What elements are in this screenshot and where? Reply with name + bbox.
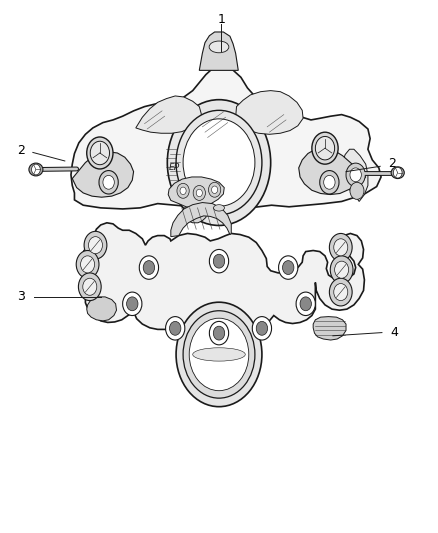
Circle shape <box>315 136 335 160</box>
Circle shape <box>209 249 229 273</box>
Circle shape <box>335 261 349 278</box>
Polygon shape <box>182 208 207 223</box>
Circle shape <box>76 251 99 278</box>
Polygon shape <box>299 148 366 195</box>
Circle shape <box>320 171 339 194</box>
Circle shape <box>324 175 335 189</box>
Circle shape <box>196 189 202 197</box>
Circle shape <box>252 317 272 340</box>
Circle shape <box>346 163 365 187</box>
Circle shape <box>189 318 249 391</box>
Circle shape <box>176 302 262 407</box>
Circle shape <box>300 297 311 311</box>
Circle shape <box>350 168 361 182</box>
Polygon shape <box>236 91 303 134</box>
Circle shape <box>279 256 298 279</box>
Circle shape <box>127 297 138 311</box>
Circle shape <box>183 119 255 206</box>
Polygon shape <box>71 65 381 211</box>
Circle shape <box>209 321 229 345</box>
Text: 3: 3 <box>17 290 25 303</box>
Circle shape <box>81 256 95 273</box>
Polygon shape <box>136 96 201 133</box>
Circle shape <box>90 141 110 165</box>
Circle shape <box>312 132 338 164</box>
Circle shape <box>143 261 155 274</box>
Text: 1: 1 <box>217 13 225 26</box>
Text: 2: 2 <box>17 144 25 157</box>
Circle shape <box>296 292 315 316</box>
Ellipse shape <box>193 348 245 361</box>
Circle shape <box>177 183 189 198</box>
Circle shape <box>180 187 186 195</box>
Text: 2: 2 <box>388 157 396 170</box>
Circle shape <box>334 284 348 301</box>
Circle shape <box>166 317 185 340</box>
Circle shape <box>212 186 218 193</box>
Circle shape <box>329 278 352 306</box>
Circle shape <box>123 292 142 316</box>
Polygon shape <box>343 149 368 201</box>
Circle shape <box>32 164 40 175</box>
Circle shape <box>334 239 348 256</box>
Polygon shape <box>87 297 117 321</box>
Ellipse shape <box>214 205 224 211</box>
Circle shape <box>393 167 402 178</box>
Circle shape <box>183 311 255 398</box>
Circle shape <box>350 182 364 199</box>
Circle shape <box>213 254 225 268</box>
Polygon shape <box>168 177 224 208</box>
Circle shape <box>84 231 107 259</box>
Polygon shape <box>171 203 231 237</box>
Polygon shape <box>199 32 238 70</box>
Ellipse shape <box>391 167 404 179</box>
Circle shape <box>88 237 102 254</box>
Circle shape <box>329 233 352 261</box>
Circle shape <box>167 100 271 225</box>
Circle shape <box>256 321 268 335</box>
Circle shape <box>170 321 181 335</box>
Polygon shape <box>72 152 134 197</box>
Ellipse shape <box>29 163 43 176</box>
Circle shape <box>193 185 205 200</box>
Text: 4: 4 <box>390 326 398 339</box>
Text: EP: EP <box>169 163 180 172</box>
Circle shape <box>208 182 221 197</box>
Circle shape <box>103 175 114 189</box>
Circle shape <box>176 110 262 215</box>
Circle shape <box>330 256 353 284</box>
Polygon shape <box>313 317 346 340</box>
Circle shape <box>139 256 159 279</box>
Ellipse shape <box>209 41 229 53</box>
Circle shape <box>213 326 225 340</box>
Circle shape <box>83 278 97 295</box>
Circle shape <box>78 273 101 301</box>
Circle shape <box>99 171 118 194</box>
Circle shape <box>87 137 113 169</box>
Circle shape <box>283 261 294 274</box>
Polygon shape <box>81 223 364 338</box>
